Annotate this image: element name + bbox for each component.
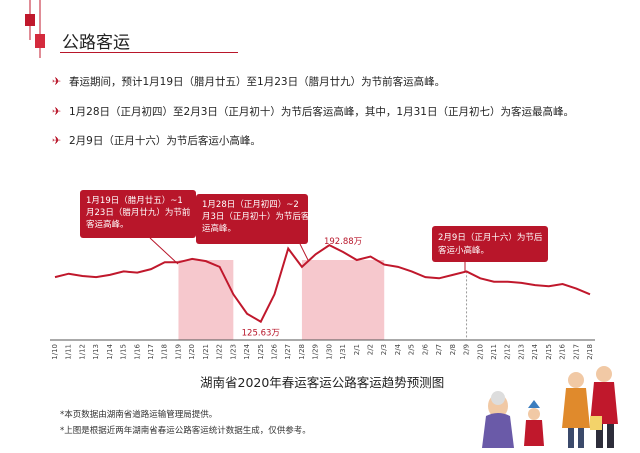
bullet-text: 春运期间，预计1月19日（腊月廿五）至1月23日（腊月廿九）为节前客运高峰。 — [69, 76, 446, 88]
bullet-text: 1月28日（正月初四）至2月3日（正月初十）为节后客运高峰，其中，1月31日（正… — [69, 106, 574, 118]
page-title: 公路客运 — [62, 33, 130, 53]
data-label-1: 192.88万 — [324, 237, 362, 247]
callout-1-text: 1月19日（腊月廿五）~1 月23日（腊月廿九）为节前 客运高峰。 — [86, 195, 193, 230]
x-tick-label: 1/20 — [188, 344, 196, 360]
highlight-bands — [178, 260, 385, 340]
family-illustration-icon — [482, 366, 618, 448]
x-tick-label: 2/13 — [517, 344, 525, 360]
x-tick-label: 2/16 — [559, 343, 567, 359]
title-divider — [60, 52, 238, 53]
lantern-icon — [25, 0, 45, 58]
highlight-band-2 — [301, 260, 385, 340]
footnote-1: *本页数据由湖南省道路运输管理局提供。 — [60, 410, 218, 420]
callout-3: 2月9日（正月十六）为节后 客运小高峰。 — [432, 226, 548, 272]
data-label-group: 192.88万 125.63万 — [242, 237, 363, 339]
bullet-text: 2月9日（正月十六）为节后客运小高峰。 — [69, 135, 261, 147]
x-tick-label: 2/3 — [380, 344, 388, 355]
x-tick-label: 1/13 — [92, 344, 100, 360]
x-tick-label: 1/18 — [161, 344, 169, 360]
x-tick-label: 1/14 — [106, 343, 114, 359]
x-tick-label: 2/10 — [476, 344, 484, 360]
x-tick-label: 1/25 — [257, 344, 265, 360]
x-tick-label: 2/12 — [504, 344, 512, 360]
x-tick-label: 2/18 — [586, 344, 594, 360]
x-tick-label: 2/14 — [531, 343, 539, 359]
x-tick-label: 1/12 — [78, 344, 86, 360]
x-tick-label: 1/26 — [270, 343, 278, 359]
x-tick-label: 2/17 — [572, 344, 580, 360]
x-tick-label: 1/17 — [147, 344, 155, 360]
x-tick-label: 1/21 — [202, 344, 210, 360]
bullet-item-3: ✈ 2月9日（正月十六）为节后客运小高峰。 — [52, 133, 261, 148]
data-label-2: 125.63万 — [242, 329, 280, 339]
x-tick-label: 2/5 — [408, 344, 416, 355]
callout-3-text: 2月9日（正月十六）为节后 客运小高峰。 — [438, 232, 545, 256]
callout-2: 1月28日（正月初四）~2 月3日（正月初十）为节后客 运高峰。 — [196, 194, 312, 261]
x-tick-label: 1/19 — [174, 344, 182, 360]
series-line-group — [54, 243, 591, 324]
x-tick-label: 1/10 — [51, 344, 59, 360]
x-tick-label: 1/28 — [298, 344, 306, 360]
x-tick-label: 1/11 — [65, 344, 73, 360]
x-tick-label: 2/7 — [435, 344, 443, 355]
x-tick-label: 2/9 — [463, 344, 471, 355]
chart-title: 湖南省2020年春运客运公路客运趋势预测图 — [200, 375, 445, 390]
x-tick-label: 2/6 — [421, 343, 429, 355]
x-tick-label: 1/15 — [120, 344, 128, 360]
x-tick-label: 1/27 — [284, 344, 292, 360]
x-tick-label: 2/11 — [490, 344, 498, 360]
paper-plane-icon: ✈ — [52, 134, 62, 147]
footnote-2: *上图是根据近两年湖南省春运公路客运统计数据生成，仅供参考。 — [60, 426, 311, 436]
x-tick-label: 1/22 — [216, 344, 224, 360]
x-tick-label: 1/16 — [133, 343, 141, 359]
x-tick-label: 1/30 — [325, 344, 333, 360]
x-tick-label: 1/24 — [243, 343, 251, 359]
trend-chart: 1/10 1/11 1/12 1/13 1/14 1/15 1/16 1/17 1/18 1/19… — [50, 190, 595, 360]
x-tick-label: 2/15 — [545, 344, 553, 360]
x-tick-label: 2/8 — [449, 344, 457, 355]
bullet-item-1: ✈ 春运期间，预计1月19日（腊月廿五）至1月23日（腊月廿九）为节前客运高峰。 — [52, 74, 445, 89]
x-tick-label: 2/4 — [394, 343, 402, 355]
bullet-item-2: ✈ 1月28日（正月初四）至2月3日（正月初十）为节后客运高峰，其中，1月31日（… — [52, 104, 574, 119]
paper-plane-icon: ✈ — [52, 105, 62, 118]
x-tick-label: 2/2 — [367, 344, 375, 355]
series-line — [54, 243, 591, 324]
x-tick-label: 2/1 — [353, 344, 361, 355]
callout-1: 1月19日（腊月廿五）~1 月23日（腊月廿九）为节前 客运高峰。 — [80, 190, 196, 265]
paper-plane-icon: ✈ — [52, 75, 62, 88]
callout-2-text: 1月28日（正月初四）~2 月3日（正月初十）为节后客 运高峰。 — [202, 199, 312, 234]
x-tick-label: 1/31 — [339, 344, 347, 360]
x-axis: 1/10 1/11 1/12 1/13 1/14 1/15 1/16 1/17 1/18 1/19… — [50, 339, 595, 360]
highlight-band-1 — [178, 260, 234, 340]
x-tick-label: 1/23 — [229, 344, 237, 360]
x-tick-label: 1/29 — [312, 344, 320, 360]
